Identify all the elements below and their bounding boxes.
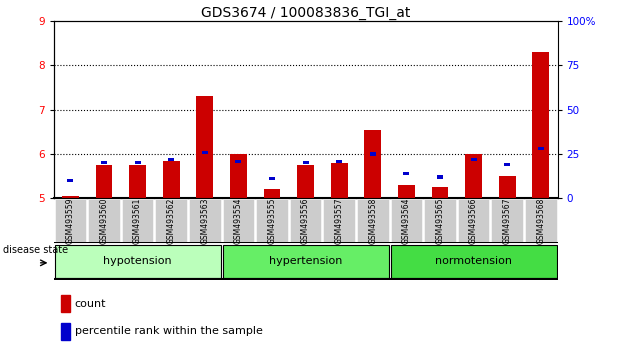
Bar (364, 130, 381, 198)
Bar (504, 163, 510, 166)
Bar (62, 196, 79, 198)
Text: GSM493567: GSM493567 (503, 197, 512, 244)
Bar (197, 97, 213, 198)
FancyBboxPatch shape (88, 199, 120, 242)
Text: percentile rank within the sample: percentile rank within the sample (75, 326, 263, 336)
Bar (236, 160, 241, 162)
Text: hypertension: hypertension (269, 256, 342, 266)
Text: hypotension: hypotension (103, 256, 172, 266)
Text: GSM493560: GSM493560 (100, 197, 108, 244)
Bar (263, 189, 280, 198)
Text: normotension: normotension (435, 256, 512, 266)
Bar (67, 179, 73, 182)
Text: GSM493562: GSM493562 (167, 197, 176, 244)
FancyBboxPatch shape (357, 199, 389, 242)
Bar (370, 153, 375, 155)
Text: GSM493565: GSM493565 (435, 197, 444, 244)
FancyBboxPatch shape (525, 199, 556, 242)
FancyBboxPatch shape (189, 199, 220, 242)
Bar (129, 165, 146, 198)
FancyBboxPatch shape (55, 199, 86, 242)
Text: GSM493554: GSM493554 (234, 197, 243, 244)
FancyBboxPatch shape (290, 199, 321, 242)
Bar (336, 160, 342, 162)
Title: GDS3674 / 100083836_TGI_at: GDS3674 / 100083836_TGI_at (201, 6, 410, 20)
Bar (432, 187, 449, 198)
FancyBboxPatch shape (55, 245, 220, 278)
Text: GSM493568: GSM493568 (536, 197, 545, 244)
Text: GSM493563: GSM493563 (200, 197, 209, 244)
Text: count: count (75, 298, 106, 309)
Bar (168, 158, 174, 161)
FancyBboxPatch shape (458, 199, 490, 242)
Bar (61, 323, 70, 340)
Text: GSM493556: GSM493556 (301, 197, 310, 244)
Bar (499, 176, 515, 198)
Bar (403, 172, 410, 175)
FancyBboxPatch shape (222, 199, 254, 242)
Text: GSM493559: GSM493559 (66, 197, 75, 244)
Bar (398, 185, 415, 198)
Text: GSM493557: GSM493557 (335, 197, 343, 244)
Bar (437, 176, 443, 178)
FancyBboxPatch shape (222, 245, 389, 278)
Text: GSM493558: GSM493558 (369, 197, 377, 244)
Text: disease state: disease state (3, 245, 68, 256)
Bar (297, 165, 314, 198)
Bar (202, 151, 208, 154)
Bar (331, 163, 348, 198)
FancyBboxPatch shape (491, 199, 523, 242)
Text: GSM493566: GSM493566 (469, 197, 478, 244)
FancyBboxPatch shape (156, 199, 187, 242)
FancyBboxPatch shape (256, 199, 288, 242)
Bar (471, 158, 476, 161)
FancyBboxPatch shape (424, 199, 455, 242)
Bar (101, 161, 107, 164)
Bar (269, 177, 275, 180)
Text: GSM493555: GSM493555 (268, 197, 277, 244)
Bar (465, 154, 482, 198)
Bar (163, 161, 180, 198)
Text: GSM493561: GSM493561 (133, 197, 142, 244)
Bar (538, 147, 544, 150)
Text: GSM493564: GSM493564 (402, 197, 411, 244)
Bar (532, 52, 549, 198)
FancyBboxPatch shape (391, 245, 556, 278)
Bar (230, 154, 247, 198)
Bar (61, 295, 70, 312)
FancyBboxPatch shape (391, 199, 422, 242)
Bar (96, 165, 112, 198)
Bar (302, 161, 309, 164)
FancyBboxPatch shape (122, 199, 153, 242)
FancyBboxPatch shape (323, 199, 355, 242)
Bar (135, 161, 140, 164)
